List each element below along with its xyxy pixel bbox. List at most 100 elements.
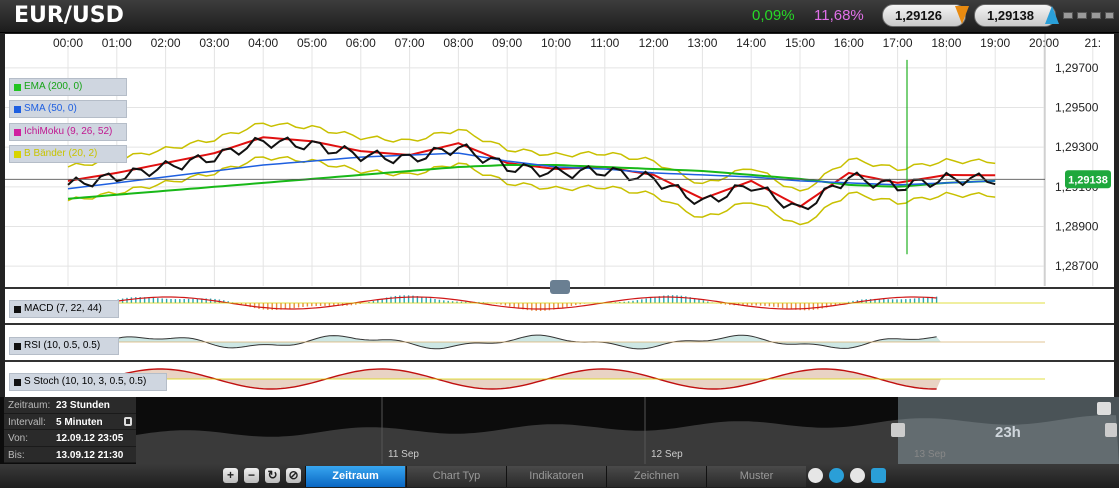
arrow-up-icon	[1045, 6, 1059, 24]
time-tick-label: 10:00	[541, 36, 571, 50]
time-tick-label: 16:00	[834, 36, 864, 50]
nav-date-label: 13 Sep	[914, 449, 946, 460]
header-bar: EUR/USD 0,09% 11,68% 1,29126 1,29138	[0, 0, 1119, 33]
price-tick-label: 1,29300	[1055, 140, 1099, 154]
info-row-bis: Bis: 13.09.12 21:30	[4, 447, 136, 463]
legend-sma[interactable]: SMA (50, 0)	[9, 100, 127, 118]
cancel-icon[interactable]: ⊘	[286, 468, 301, 483]
macd-color-swatch	[14, 306, 21, 313]
ask-price-button[interactable]: 1,29138	[974, 4, 1059, 27]
window-duration-label: 23h	[995, 424, 1021, 441]
info-value: 5 Minuten	[56, 416, 103, 428]
scroll-arrows-icon[interactable]	[829, 468, 844, 483]
time-tick-label: 07:00	[395, 36, 425, 50]
info-key: Bis:	[8, 449, 25, 461]
zoom-in-icon[interactable]: +	[223, 468, 238, 483]
time-tick-label: 20:00	[1029, 36, 1059, 50]
refresh-icon[interactable]: ↻	[265, 468, 280, 483]
stoch-color-swatch	[14, 379, 21, 386]
time-tick-label: 11:00	[590, 36, 619, 50]
time-tick-label: 19:00	[980, 36, 1010, 50]
info-value: 23 Stunden	[56, 400, 110, 411]
price-tick-label: 1,28700	[1055, 259, 1099, 273]
legend-macd-label: MACD (7, 22, 44)	[24, 303, 102, 314]
rsi-line	[104, 334, 937, 350]
chart-area[interactable]: 00:00 01:00 02:00 03:00 04:00 05:00 06:00 07:00…	[5, 34, 1114, 397]
nav-right-handle[interactable]	[1105, 423, 1117, 437]
change-absolute: 0,09%	[752, 7, 795, 24]
price-line	[67, 136, 996, 211]
time-tick-label: 17:00	[883, 36, 913, 50]
time-tick-label: 08:00	[443, 36, 473, 50]
sma-line	[67, 152, 996, 190]
info-value: 12.09.12 23:05	[56, 433, 124, 444]
price-tick-label: 1,29500	[1055, 101, 1099, 115]
legend-ema-label: EMA (200, 0)	[24, 81, 83, 92]
time-tick-label: 03:00	[199, 36, 229, 50]
tab-muster[interactable]: Muster	[706, 466, 806, 487]
info-row-intervall[interactable]: Intervall: 5 Minuten	[4, 414, 136, 430]
zoom-out-icon[interactable]: −	[244, 468, 259, 483]
lock-icon[interactable]	[124, 416, 132, 426]
time-tick-label: 05:00	[297, 36, 327, 50]
time-tick-label: 04:00	[248, 36, 278, 50]
legend-bollinger-label: B Bänder (20, 2)	[24, 148, 98, 159]
bottom-toolbar: + − ↻ ⊘ Zeitraum Chart Typ Indikatoren Z…	[0, 464, 1119, 488]
bid-price-button[interactable]: 1,29126	[882, 4, 969, 27]
info-row-von: Von: 12.09.12 23:05	[4, 430, 136, 447]
sma-color-swatch	[14, 106, 21, 113]
tab-chart-typ[interactable]: Chart Typ	[406, 466, 506, 487]
bollinger-upper-line	[67, 122, 996, 192]
rsi-color-swatch	[14, 343, 21, 350]
time-tick-label: 02:00	[151, 36, 181, 50]
info-value: 13.09.12 21:30	[56, 449, 124, 461]
pencil-icon[interactable]	[808, 468, 823, 483]
range-info-panel: Zeitraum: 23 Stunden Intervall: 5 Minuten …	[4, 397, 136, 463]
stoch-line	[104, 368, 937, 390]
price-chart[interactable]: 00:00 01:00 02:00 03:00 04:00 05:00 06:00 07:00…	[5, 34, 1114, 397]
close-icon[interactable]	[1105, 12, 1114, 19]
tab-zeichnen[interactable]: Zeichnen	[606, 466, 706, 487]
nav-left-handle[interactable]	[891, 423, 905, 437]
legend-sma-label: SMA (50, 0)	[24, 103, 77, 114]
legend-bollinger[interactable]: B Bänder (20, 2)	[9, 145, 127, 163]
arrow-down-icon	[955, 6, 969, 24]
nav-date-label: 11 Sep	[388, 449, 419, 460]
ema-line	[67, 164, 996, 200]
time-tick-label: 18:00	[931, 36, 961, 50]
restore-icon[interactable]	[1077, 12, 1087, 19]
navigator-chart[interactable]	[0, 397, 1119, 464]
legend-stoch-label: S Stoch (10, 10, 3, 0.5, 0.5)	[24, 376, 147, 387]
data-values-icon[interactable]	[871, 468, 886, 483]
legend-ichimoku-label: IchiMoku (9, 26, 52)	[24, 126, 113, 137]
crosshair-icon[interactable]	[850, 468, 865, 483]
ichimoku-color-swatch	[14, 129, 21, 136]
time-tick-label: 12:00	[639, 36, 669, 50]
price-tick-label: 1,28900	[1055, 220, 1099, 234]
legend-stoch[interactable]: S Stoch (10, 10, 3, 0.5, 0.5)	[9, 373, 167, 391]
legend-ema[interactable]: EMA (200, 0)	[9, 78, 127, 96]
tab-zeitraum[interactable]: Zeitraum	[305, 466, 405, 487]
minimize-icon[interactable]	[1063, 12, 1073, 19]
time-tick-label: 14:00	[736, 36, 766, 50]
navigator[interactable]: Zeitraum: 23 Stunden Intervall: 5 Minuten …	[0, 397, 1119, 464]
current-price-tag	[1065, 170, 1111, 189]
legend-ichimoku[interactable]: IchiMoku (9, 26, 52)	[9, 123, 127, 141]
time-tick-label: 01:00	[102, 36, 132, 50]
current-price-label: 1,29138	[1068, 174, 1108, 186]
download-icon[interactable]	[1097, 402, 1111, 415]
legend-macd[interactable]: MACD (7, 22, 44)	[9, 300, 119, 318]
price-tick-label: 1,29700	[1055, 61, 1099, 75]
bid-price: 1,29126	[895, 8, 942, 23]
time-tick-label: 06:00	[346, 36, 376, 50]
legend-rsi[interactable]: RSI (10, 0.5, 0.5)	[9, 337, 119, 355]
bollinger-color-swatch	[14, 151, 21, 158]
navigator-selection-window	[898, 397, 1119, 464]
tab-indikatoren[interactable]: Indikatoren	[506, 466, 606, 487]
time-tick-label: 21:	[1084, 36, 1101, 50]
time-tick-label: 09:00	[492, 36, 522, 50]
maximize-icon[interactable]	[1091, 12, 1101, 19]
ema-color-swatch	[14, 84, 21, 91]
nav-date-label: 12 Sep	[651, 449, 683, 460]
